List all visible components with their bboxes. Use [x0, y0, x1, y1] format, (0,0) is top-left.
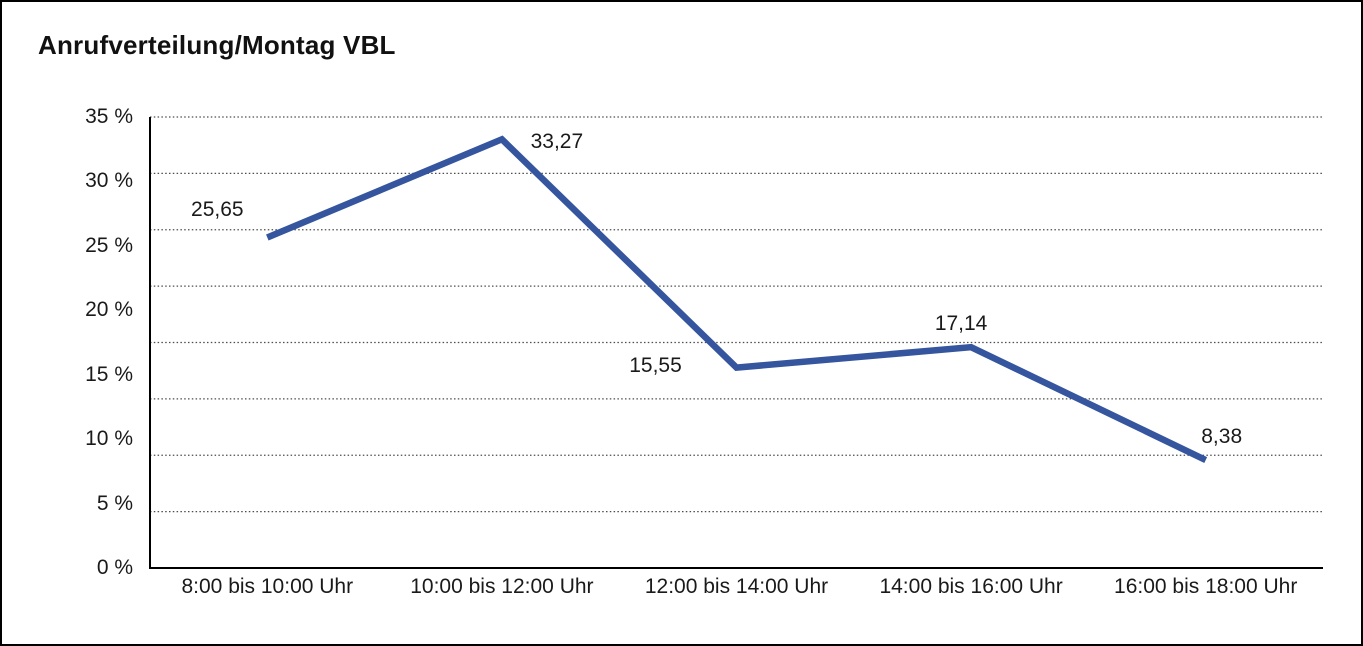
y-tick-label: 30 % — [85, 169, 133, 193]
data-point-label: 15,55 — [629, 353, 682, 377]
y-tick-label: 0 % — [96, 556, 133, 579]
chart-title: Anrufverteilung/Montag VBL — [38, 30, 396, 60]
y-tick-label: 5 % — [96, 491, 133, 515]
x-category-label: 8:00 bis 10:00 Uhr — [181, 575, 354, 598]
y-tick-label: 15 % — [85, 362, 133, 386]
x-category-label: 16:00 bis 18:00 Uhr — [1114, 575, 1298, 598]
y-tick-label: 20 % — [85, 298, 133, 322]
y-tick-label: 10 % — [85, 427, 133, 451]
x-category-label: 10:00 bis 12:00 Uhr — [410, 575, 594, 598]
data-point-label: 17,14 — [934, 312, 988, 336]
x-category-label: 12:00 bis 14:00 Uhr — [644, 575, 829, 598]
data-point-label: 25,65 — [191, 198, 244, 222]
y-tick-label: 25 % — [85, 233, 133, 257]
data-point-label: 33,27 — [530, 130, 584, 154]
data-point-label: 8,38 — [1201, 425, 1243, 449]
x-category-label: 14:00 bis 16:00 Uhr — [879, 575, 1063, 598]
data-line — [266, 135, 1208, 463]
y-tick-label: 35 % — [85, 105, 133, 128]
